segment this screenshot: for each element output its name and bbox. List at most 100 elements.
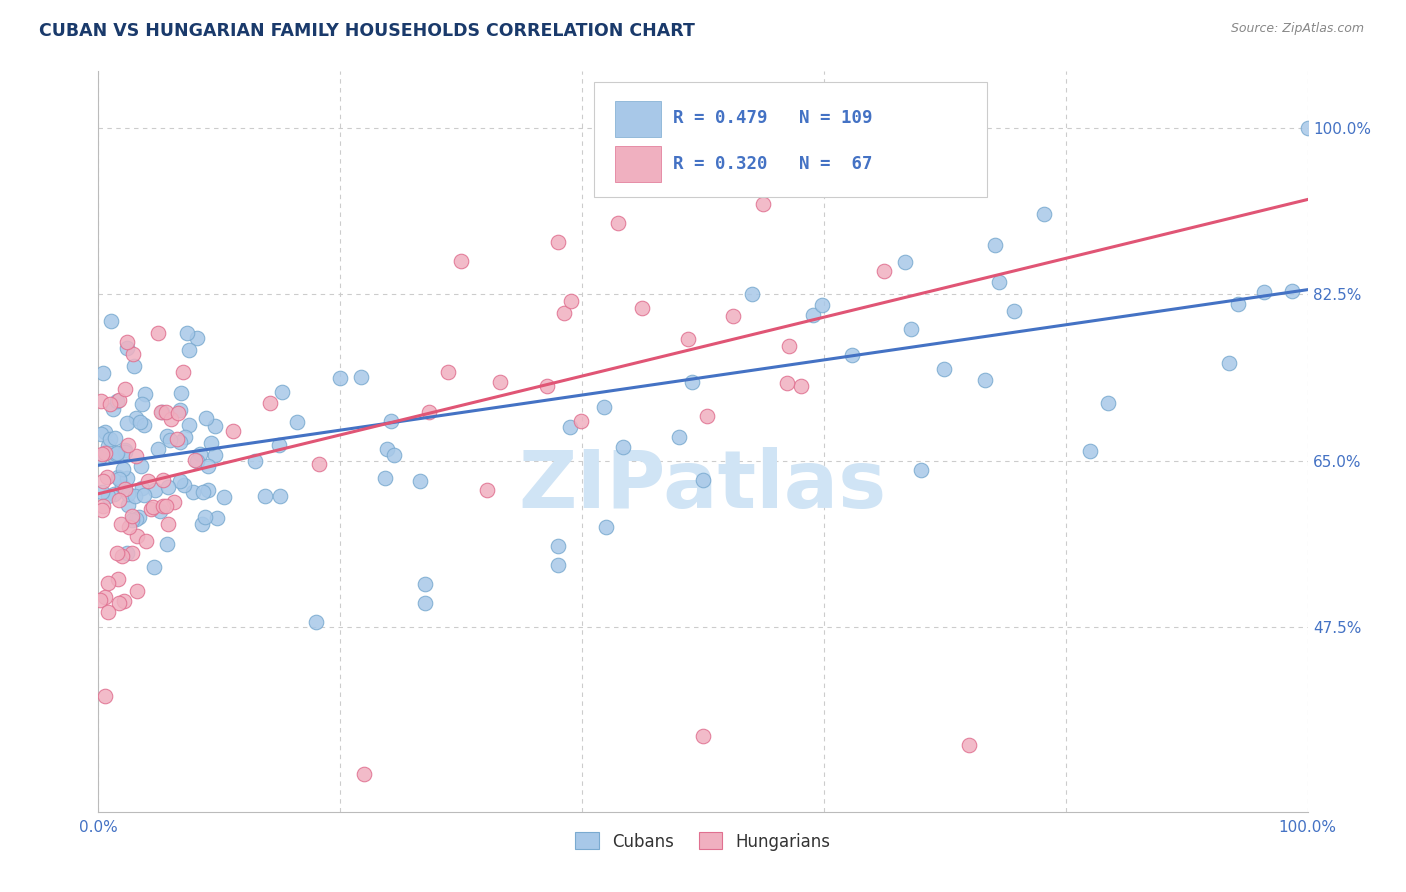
Point [117, 438, 139, 452]
FancyBboxPatch shape [614, 146, 661, 182]
Point [329, 371, 352, 385]
Point [117, 471, 139, 485]
Point [450, 254, 472, 268]
Point [91, 366, 114, 380]
Point [94, 425, 117, 439]
Point [801, 308, 824, 322]
Point [547, 539, 569, 553]
Point [108, 493, 131, 508]
Point [418, 405, 440, 419]
Point [134, 418, 156, 433]
FancyBboxPatch shape [595, 82, 987, 197]
Point [205, 511, 228, 525]
Point [195, 411, 218, 425]
Point [149, 405, 172, 419]
Point [1296, 121, 1319, 136]
Point [124, 511, 146, 525]
Point [308, 457, 330, 471]
Point [110, 516, 132, 531]
Point [374, 470, 396, 484]
Point [97, 605, 120, 619]
Point [1033, 207, 1056, 221]
Point [91, 485, 114, 500]
Point [200, 436, 222, 450]
Point [204, 448, 226, 462]
Point [89, 450, 111, 465]
Point [152, 473, 174, 487]
Point [111, 549, 134, 564]
Point [536, 379, 558, 393]
Point [477, 483, 499, 498]
Point [197, 459, 219, 474]
Point [183, 484, 205, 499]
Point [612, 440, 634, 454]
Point [112, 594, 135, 608]
Point [129, 415, 152, 429]
Point [377, 442, 399, 456]
Point [167, 406, 190, 420]
Point [125, 583, 148, 598]
Point [125, 411, 148, 425]
Point [91, 499, 114, 513]
Point [778, 339, 800, 353]
Point [188, 447, 211, 461]
Point [569, 414, 592, 428]
Text: Source: ZipAtlas.com: Source: ZipAtlas.com [1230, 22, 1364, 36]
Point [107, 572, 129, 586]
Point [413, 596, 436, 610]
Point [170, 385, 193, 400]
Point [105, 546, 128, 560]
Point [107, 470, 129, 484]
Point [122, 359, 145, 374]
Point [152, 500, 174, 514]
Point [957, 739, 980, 753]
Point [136, 474, 159, 488]
Text: R = 0.320   N =  67: R = 0.320 N = 67 [672, 155, 872, 173]
Point [984, 237, 1007, 252]
Point [353, 766, 375, 780]
Point [271, 384, 294, 399]
Point [169, 434, 191, 449]
Point [143, 483, 166, 497]
Point [90, 426, 112, 441]
Text: R = 0.479   N = 109: R = 0.479 N = 109 [672, 109, 872, 127]
Point [117, 335, 139, 350]
Point [900, 321, 922, 335]
Point [692, 473, 714, 487]
Point [122, 347, 145, 361]
Point [841, 348, 863, 362]
Point [100, 397, 122, 411]
Point [98, 432, 121, 446]
Point [101, 448, 124, 462]
Point [131, 458, 153, 473]
Point [166, 433, 188, 447]
Point [125, 450, 148, 464]
Point [121, 509, 143, 524]
Point [593, 400, 616, 414]
Point [179, 343, 201, 357]
Point [172, 365, 194, 379]
Point [111, 462, 134, 476]
Point [90, 394, 112, 409]
Point [191, 516, 214, 531]
Point [173, 477, 195, 491]
Point [111, 479, 134, 493]
Point [553, 305, 575, 319]
Point [97, 575, 120, 590]
Point [118, 520, 141, 534]
Point [437, 365, 460, 379]
Point [90, 447, 112, 461]
Point [115, 341, 138, 355]
Point [131, 397, 153, 411]
Point [89, 592, 111, 607]
Point [105, 393, 128, 408]
Point [128, 510, 150, 524]
Point [253, 489, 276, 503]
Point [595, 520, 617, 534]
Point [489, 375, 512, 389]
Point [811, 298, 834, 312]
Point [269, 438, 291, 452]
Point [108, 596, 131, 610]
Point [149, 504, 172, 518]
Point [159, 434, 181, 448]
